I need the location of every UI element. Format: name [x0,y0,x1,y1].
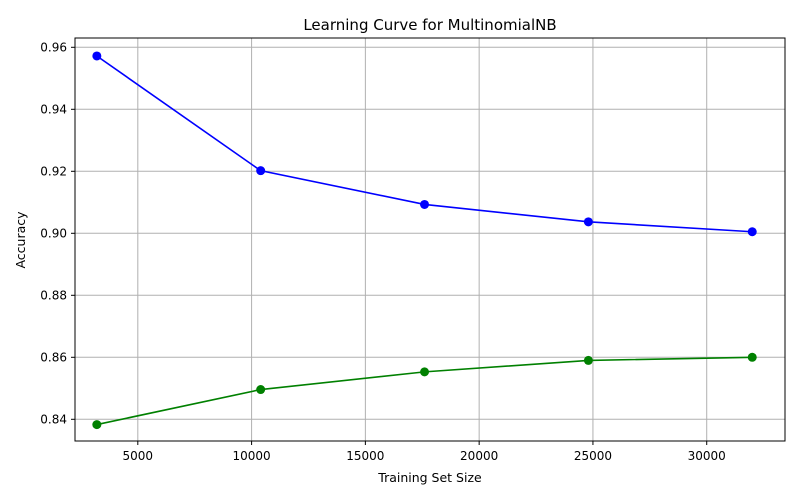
y-axis-label: Accuracy [13,211,28,269]
chart-title: Learning Curve for MultinomialNB [303,16,556,34]
y-tick-label: 0.94 [40,102,67,116]
series-2-point [256,385,266,395]
plot-frame [74,37,786,442]
x-tick-label: 25000 [574,449,612,463]
series-2-point [583,355,593,365]
series-1-point [420,199,430,209]
x-tick-label: 15000 [346,449,384,463]
y-tick-label: 0.84 [40,412,67,426]
series-1-point [92,51,102,61]
axis-ticks: 5000 10000 15000 20000 25000 30000 0.84 0.86 0.8… [40,40,726,463]
grid-lines [75,38,785,441]
x-tick-label: 30000 [688,449,726,463]
y-tick-label: 0.92 [40,164,67,178]
x-axis-label: Training Set Size [377,470,482,485]
x-tick-label: 5000 [123,449,154,463]
x-tick-label: 10000 [232,449,270,463]
series-2-point [92,420,102,430]
x-tick-label: 20000 [460,449,498,463]
y-tick-label: 0.90 [40,226,67,240]
series-1-point [747,227,757,237]
series-2-point [420,367,430,377]
series-lines [92,51,757,430]
y-tick-label: 0.86 [40,350,67,364]
series-1-point [256,166,266,176]
series-1-point [583,217,593,227]
y-tick-label: 0.96 [40,40,67,54]
y-tick-label: 0.88 [40,288,67,302]
series-2-point [747,352,757,362]
